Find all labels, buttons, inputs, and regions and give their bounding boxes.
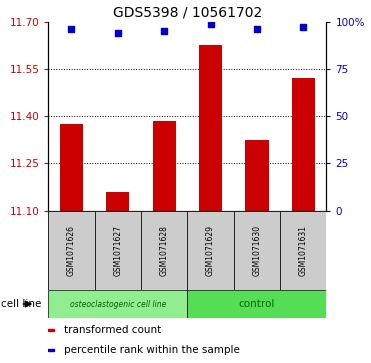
Bar bbox=[95, 211, 141, 290]
Point bbox=[69, 26, 75, 32]
Bar bbox=[234, 211, 280, 290]
Bar bbox=[187, 211, 326, 290]
Bar bbox=[48, 349, 54, 351]
Text: GSM1071626: GSM1071626 bbox=[67, 225, 76, 276]
Bar bbox=[48, 211, 95, 290]
Point bbox=[115, 30, 121, 36]
Bar bbox=[152, 121, 176, 211]
Text: percentile rank within the sample: percentile rank within the sample bbox=[63, 345, 239, 355]
Bar bbox=[199, 45, 222, 211]
Bar bbox=[48, 329, 54, 331]
Point bbox=[161, 28, 167, 34]
Bar bbox=[60, 124, 83, 211]
Bar bbox=[292, 78, 315, 211]
Text: transformed count: transformed count bbox=[63, 325, 161, 335]
Bar bbox=[187, 211, 234, 290]
Bar bbox=[245, 140, 269, 211]
Bar bbox=[106, 192, 129, 211]
Point bbox=[208, 21, 214, 26]
Title: GDS5398 / 10561702: GDS5398 / 10561702 bbox=[113, 5, 262, 19]
Text: cell line: cell line bbox=[1, 299, 45, 309]
Text: GSM1071627: GSM1071627 bbox=[113, 225, 122, 276]
Bar bbox=[48, 211, 187, 290]
Bar bbox=[187, 290, 326, 318]
Text: GSM1071631: GSM1071631 bbox=[299, 225, 308, 276]
Point bbox=[254, 26, 260, 32]
Bar bbox=[141, 211, 187, 290]
Text: GSM1071629: GSM1071629 bbox=[206, 225, 215, 276]
Bar bbox=[48, 290, 187, 318]
Text: GSM1071630: GSM1071630 bbox=[252, 225, 262, 276]
Text: GSM1071628: GSM1071628 bbox=[160, 225, 169, 276]
Point bbox=[301, 25, 306, 30]
Text: osteoclastogenic cell line: osteoclastogenic cell line bbox=[70, 299, 166, 309]
Bar bbox=[280, 211, 326, 290]
Text: control: control bbox=[239, 299, 275, 309]
